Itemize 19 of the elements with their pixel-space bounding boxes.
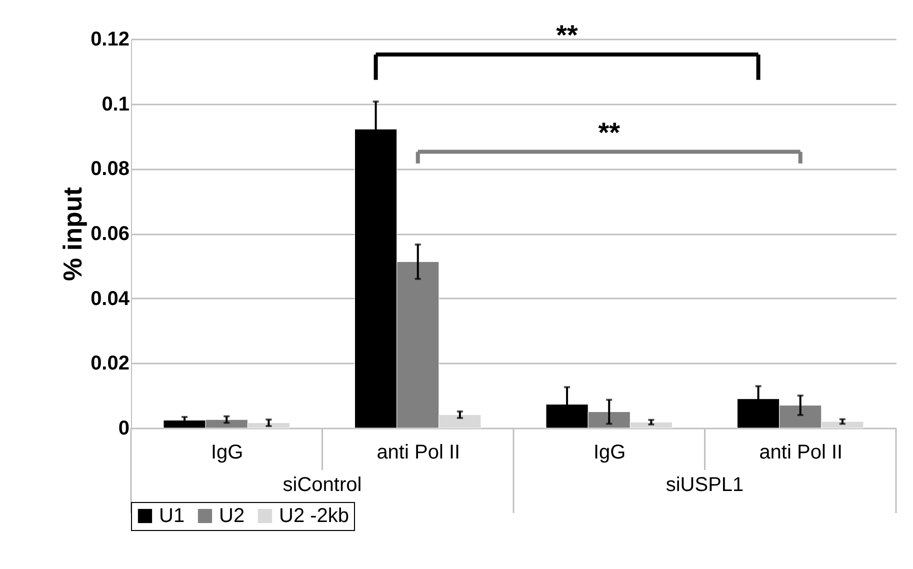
y-tick-label: 0.06: [90, 223, 130, 245]
legend-label: U1: [159, 505, 185, 527]
annotation: **: [556, 20, 578, 51]
legend-label: U2 -2kb: [279, 505, 350, 527]
legend-label: U2: [219, 505, 245, 527]
text: siUSPL1: [666, 474, 744, 496]
text: siControl: [282, 474, 362, 496]
y-tick-label: 0: [118, 418, 130, 440]
x-tick-label: anti Pol II: [759, 442, 843, 464]
x-tick-label: anti Pol II: [376, 442, 460, 464]
y-tick-label: 0.12: [90, 28, 130, 50]
y-tick-label: 0.1: [102, 93, 130, 116]
x-tick-label: IgG: [594, 442, 626, 464]
y-axis-title: % input: [58, 186, 88, 281]
annotation: **: [598, 116, 620, 148]
x-tick-label: IgG: [211, 442, 244, 464]
y-tick-label: 0.04: [90, 288, 130, 310]
y-tick-label: 0.08: [90, 158, 130, 180]
y-tick-label: 0.02: [90, 352, 130, 375]
